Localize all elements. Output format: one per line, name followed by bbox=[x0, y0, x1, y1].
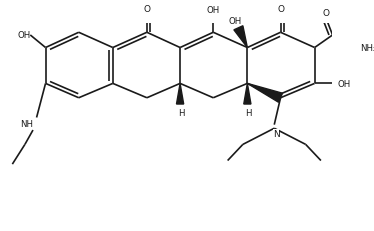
Polygon shape bbox=[177, 84, 184, 105]
Text: NH: NH bbox=[20, 120, 33, 129]
Text: OH: OH bbox=[337, 79, 350, 88]
Polygon shape bbox=[234, 27, 247, 48]
Polygon shape bbox=[244, 84, 251, 105]
Text: H: H bbox=[178, 108, 184, 117]
Text: O: O bbox=[143, 5, 150, 13]
Text: OH: OH bbox=[17, 31, 30, 40]
Text: O: O bbox=[323, 9, 330, 18]
Text: O: O bbox=[277, 5, 284, 13]
Text: H: H bbox=[245, 108, 251, 117]
Text: OH: OH bbox=[207, 6, 220, 15]
Text: OH: OH bbox=[228, 17, 242, 26]
Text: N: N bbox=[273, 130, 279, 139]
Polygon shape bbox=[247, 84, 282, 103]
Text: NH₂: NH₂ bbox=[361, 44, 374, 53]
